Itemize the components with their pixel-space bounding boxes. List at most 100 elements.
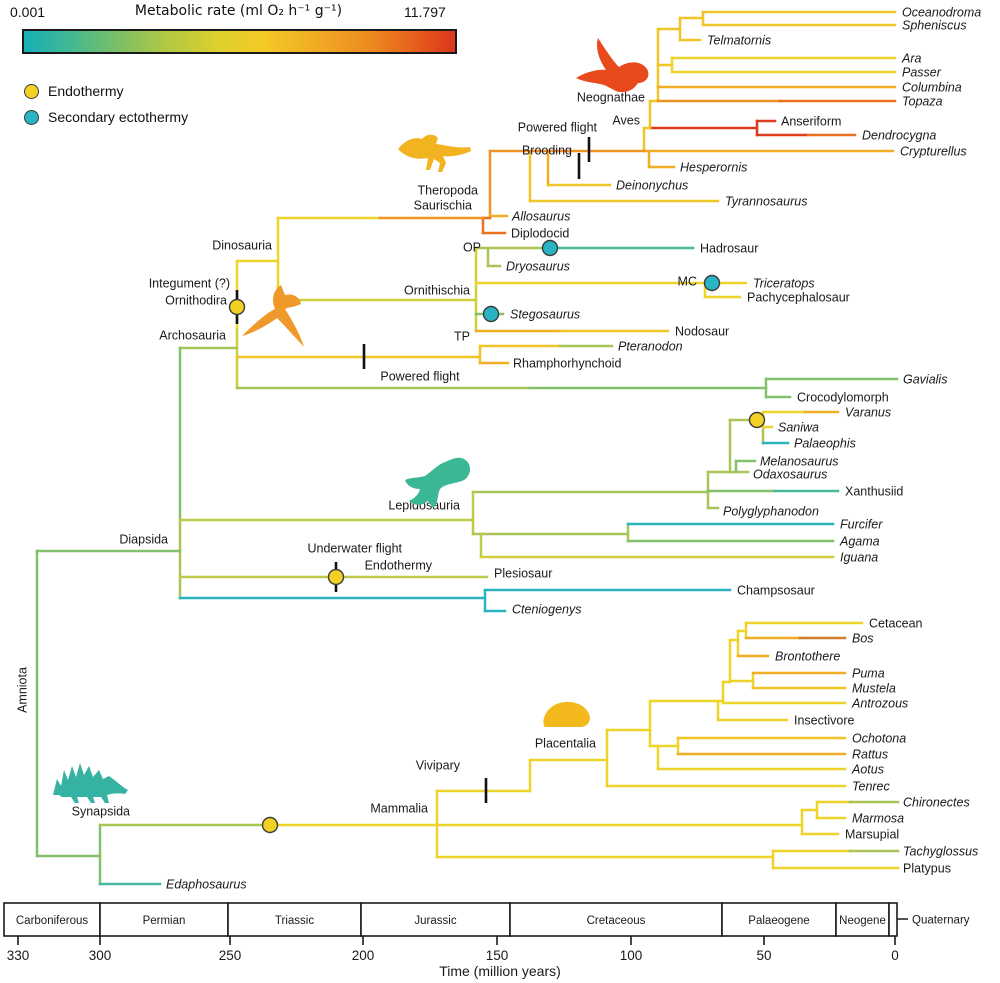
taxon-label-brontothere: Brontothere: [775, 650, 840, 664]
period-label-quaternary: Quaternary: [912, 915, 970, 927]
period-box-quaternary: [888, 902, 898, 937]
taxon-label-gavialis: Gavialis: [903, 373, 947, 387]
ectothermy-marker: [482, 305, 500, 323]
clade-label-endothermy: Endothermy: [365, 559, 433, 573]
taxon-label-plesiosaur: Plesiosaur: [494, 567, 552, 581]
taxon-label-pachycephalosaur: Pachycephalosaur: [747, 291, 850, 305]
clade-label-tp: TP: [454, 330, 470, 344]
taxon-label-marmosa: Marmosa: [852, 812, 904, 826]
period-label-jurassic: Jurassic: [414, 915, 456, 927]
colorbar-min: 0.001: [10, 4, 46, 20]
period-box-permian: [99, 902, 229, 937]
taxon-label-rattus: Rattus: [852, 748, 888, 762]
clade-label-amniota: Amniota: [16, 667, 30, 713]
taxon-label-cetacean: Cetacean: [869, 617, 923, 631]
period-box-neogene: [835, 902, 890, 937]
taxon-label-hesperornis: Hesperornis: [680, 161, 747, 175]
taxon-label-passer: Passer: [902, 66, 942, 80]
time-axis-label: Time (million years): [439, 963, 561, 979]
taxon-label-tachyglossus: Tachyglossus: [903, 845, 978, 859]
taxon-label-furcifer: Furcifer: [840, 518, 883, 532]
ectothermy-marker-icon: [24, 109, 39, 125]
colorbar-title: Metabolic rate (ml O₂ h⁻¹ g⁻¹): [134, 3, 343, 19]
metabolic-rate-colorbar: [22, 29, 457, 54]
theropod-silhouette-icon: [398, 134, 471, 172]
period-label-palaeogene: Palaeogene: [748, 915, 809, 927]
dimetrodon-silhouette-icon: [53, 763, 128, 803]
clade-label-diapsida: Diapsida: [119, 533, 168, 547]
time-axis-tick-label: 300: [89, 948, 112, 963]
taxon-label-dendrocygna: Dendrocygna: [862, 129, 936, 143]
taxon-label-antrozous: Antrozous: [851, 697, 908, 711]
endothermy-marker: [748, 411, 766, 429]
taxon-label-crocodylomorph: Crocodylomorph: [797, 391, 889, 405]
taxon-label-palaeophis: Palaeophis: [794, 437, 856, 451]
taxon-label-nodosaur: Nodosaur: [675, 325, 729, 339]
taxon-label-ara: Ara: [901, 52, 922, 66]
taxon-label-spheniscus: Spheniscus: [902, 19, 967, 33]
taxon-label-columbina: Columbina: [902, 81, 962, 95]
clade-label-ornithodira: Ornithodira: [165, 294, 227, 308]
period-box-carboniferous: [3, 902, 101, 937]
clade-label-vivipary: Vivipary: [416, 759, 461, 773]
clade-label-archosauria: Archosauria: [159, 329, 226, 343]
taxon-label-chironectes: Chironectes: [903, 796, 970, 810]
lizard-silhouette-icon: [405, 457, 470, 508]
clade-label-lepidosauria: Lepidosauria: [388, 499, 460, 513]
clade-label-dinosauria: Dinosauria: [212, 239, 272, 253]
clade-label-integument-: Integument (?): [149, 277, 230, 291]
time-axis-tick-label: 50: [756, 948, 771, 963]
clade-label-ornithischia: Ornithischia: [404, 284, 470, 298]
pterosaur-silhouette-icon: [242, 285, 304, 347]
taxon-label-melanosaurus: Melanosaurus: [760, 455, 839, 469]
period-label-permian: Permian: [143, 915, 186, 927]
time-axis-tick-label: 250: [219, 948, 242, 963]
taxon-label-oceanodroma: Oceanodroma: [902, 6, 981, 20]
time-axis-tick-label: 330: [7, 948, 30, 963]
period-label-cretaceous: Cretaceous: [587, 915, 646, 927]
taxon-label-diplodocid: Diplodocid: [511, 227, 569, 241]
legend-label: Endothermy: [48, 83, 124, 99]
taxon-label-crypturellus: Crypturellus: [900, 145, 967, 159]
taxon-label-saniwa: Saniwa: [778, 421, 819, 435]
time-axis-tick-label: 200: [352, 948, 375, 963]
taxon-label-allosaurus: Allosaurus: [511, 210, 570, 224]
taxon-label-cteniogenys: Cteniogenys: [512, 603, 582, 617]
clade-label-theropoda: Theropoda: [418, 184, 479, 198]
clade-label-placentalia: Placentalia: [535, 737, 596, 751]
time-axis-tick-label: 150: [486, 948, 509, 963]
taxon-label-anseriform: Anseriform: [781, 115, 841, 129]
taxon-label-tyrannosaurus: Tyrannosaurus: [725, 195, 807, 209]
taxon-label-varanus: Varanus: [845, 406, 891, 420]
taxon-label-telmatornis: Telmatornis: [707, 34, 771, 48]
endothermy-marker: [327, 568, 345, 586]
flying-bird-silhouette-icon: [576, 38, 649, 93]
taxon-label-dryosaurus: Dryosaurus: [506, 260, 570, 274]
ectothermy-marker: [541, 239, 559, 257]
period-box-cretaceous: [509, 902, 723, 937]
period-box-jurassic: [360, 902, 511, 937]
taxon-label-bos: Bos: [852, 632, 874, 646]
taxon-label-xanthusiid: Xanthusiid: [845, 485, 903, 499]
legend-label: Secondary ectothermy: [48, 109, 189, 125]
clade-label-op: OP: [463, 241, 481, 255]
clade-label-powered-flight: Powered flight: [380, 370, 460, 384]
endothermy-marker: [261, 816, 279, 834]
taxon-label-puma: Puma: [852, 667, 885, 681]
taxon-label-pteranodon: Pteranodon: [618, 340, 683, 354]
clade-label-mammalia: Mammalia: [370, 802, 428, 816]
clade-label-synapsida: Synapsida: [72, 805, 130, 819]
taxon-label-aotus: Aotus: [851, 763, 884, 777]
taxon-label-agama: Agama: [839, 535, 880, 549]
time-axis-tick-label: 0: [891, 948, 899, 963]
taxon-label-deinonychus: Deinonychus: [616, 179, 688, 193]
legend-item-secondary-ectothermy: Secondary ectothermy: [24, 109, 188, 125]
taxon-label-triceratops: Triceratops: [753, 277, 815, 291]
taxon-label-platypus: Platypus: [903, 862, 951, 876]
clade-label-aves: Aves: [612, 114, 640, 128]
clade-label-mc: MC: [678, 275, 697, 289]
ectothermy-marker: [703, 274, 721, 292]
endothermy-marker-icon: [24, 83, 39, 99]
period-box-palaeogene: [721, 902, 837, 937]
